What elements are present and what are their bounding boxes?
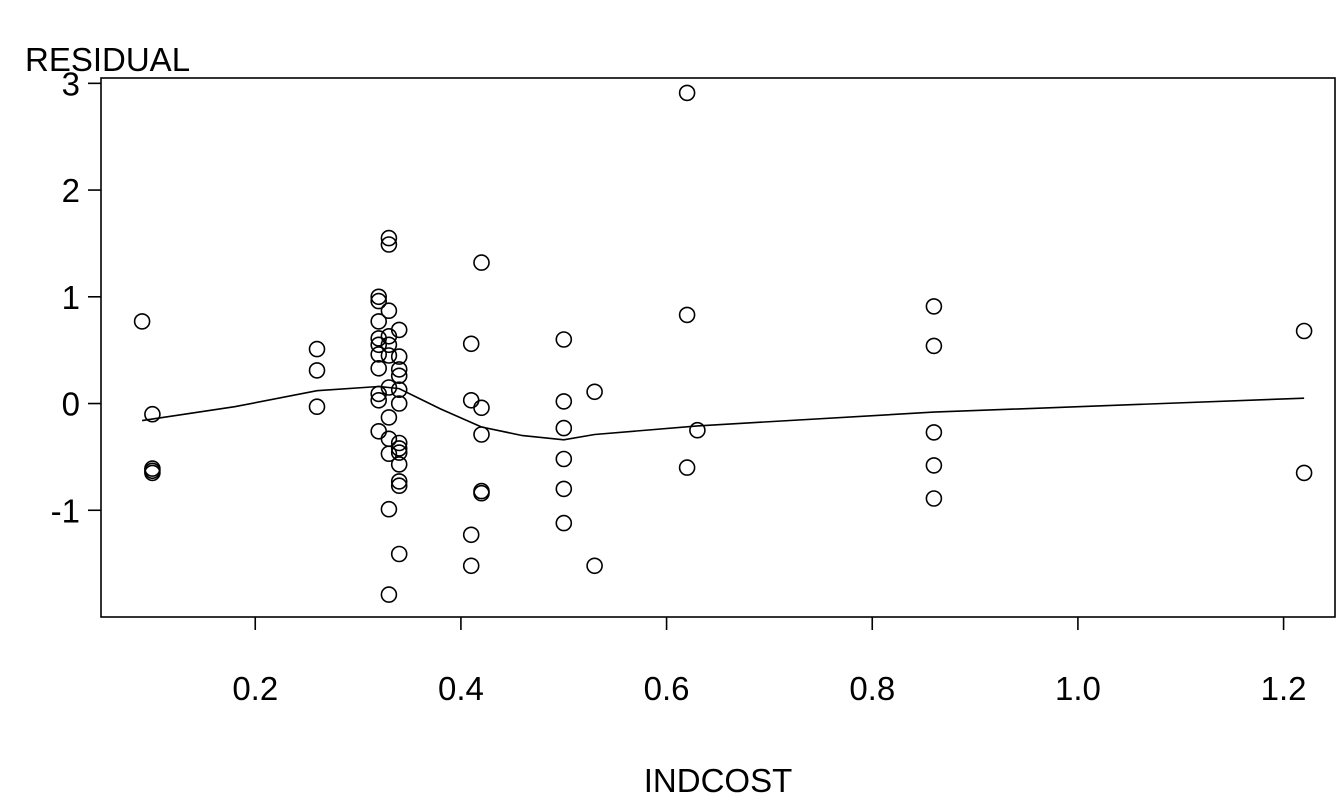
- data-point: [925, 457, 943, 474]
- data-point: [462, 391, 480, 409]
- data-point: [380, 347, 398, 364]
- data-point: [370, 346, 388, 363]
- data-point: [144, 464, 161, 482]
- data-point: [462, 557, 480, 575]
- data-point: [555, 450, 573, 468]
- data-point: [555, 480, 573, 498]
- data-point: [678, 459, 696, 476]
- data-point: [925, 298, 943, 315]
- data-point: [370, 313, 388, 330]
- data-point: [925, 337, 943, 355]
- data-point: [308, 340, 326, 358]
- data-point: [462, 526, 480, 544]
- data-point: [370, 391, 388, 409]
- data-point: [370, 292, 388, 310]
- x-tick-label: 0.8: [849, 670, 895, 707]
- y-axis: -1 0 1 2 3: [51, 65, 101, 529]
- y-tick-label: 3: [62, 65, 80, 102]
- data-point: [380, 409, 398, 426]
- x-tick-label: 0.4: [438, 670, 484, 707]
- data-point: [555, 514, 573, 532]
- data-point: [689, 421, 706, 439]
- x-axis-title: INDCOST: [644, 762, 793, 799]
- y-tick-label: 1: [62, 279, 80, 316]
- data-point: [370, 422, 388, 440]
- data-point: [678, 84, 696, 102]
- data-point: [390, 395, 408, 412]
- data-point: [380, 430, 398, 448]
- x-tick-label: 0.2: [232, 670, 278, 707]
- data-point: [586, 383, 603, 401]
- data-point: [390, 361, 408, 378]
- data-point: [555, 331, 573, 348]
- data-point: [380, 336, 398, 354]
- data-point: [370, 288, 388, 306]
- data-point: [390, 348, 408, 365]
- data-point: [586, 557, 603, 575]
- data-point: [380, 500, 398, 518]
- data-point: [473, 399, 490, 417]
- data-point: [380, 445, 398, 463]
- data-point: [555, 393, 573, 410]
- x-tick-label: 0.6: [644, 670, 690, 707]
- y-axis-title: RESIDUAL: [25, 41, 190, 78]
- plot-frame: [100, 77, 1336, 618]
- data-point: [380, 236, 398, 253]
- data-point: [925, 424, 943, 441]
- y-tick-label: 2: [62, 172, 80, 209]
- data-point: [144, 405, 161, 423]
- data-point: [473, 484, 490, 502]
- data-point: [308, 362, 326, 379]
- data-point: [370, 336, 388, 354]
- data-point: [390, 321, 408, 339]
- data-point: [473, 426, 490, 443]
- data-point: [555, 419, 573, 437]
- data-point: [925, 490, 943, 507]
- x-tick-label: 1.2: [1261, 670, 1307, 707]
- data-point: [380, 586, 398, 603]
- data-point: [390, 381, 408, 399]
- data-point: [390, 444, 408, 461]
- data-point: [390, 456, 408, 473]
- data-point: [308, 398, 326, 416]
- data-point: [380, 379, 398, 396]
- data-point: [133, 313, 151, 330]
- data-point: [370, 359, 388, 377]
- data-point: [473, 254, 490, 271]
- data-point: [1295, 322, 1313, 340]
- data-point: [1295, 464, 1313, 482]
- data-point: [390, 440, 408, 457]
- y-tick-label: -1: [51, 492, 80, 529]
- data-points: [133, 84, 1313, 603]
- data-point: [390, 367, 408, 385]
- data-point: [390, 434, 408, 452]
- data-point: [390, 473, 408, 490]
- x-tick-label: 1.0: [1055, 670, 1101, 707]
- data-point: [380, 229, 398, 247]
- data-point: [462, 335, 480, 353]
- data-point: [390, 477, 408, 495]
- x-axis: 0.2 0.4 0.6 0.8 1.0 1.2: [232, 617, 1307, 707]
- data-point: [380, 302, 398, 320]
- y-tick-label: 0: [62, 386, 80, 423]
- data-point: [678, 306, 696, 324]
- data-point: [390, 545, 408, 563]
- smooth-trend-line: [141, 385, 1305, 441]
